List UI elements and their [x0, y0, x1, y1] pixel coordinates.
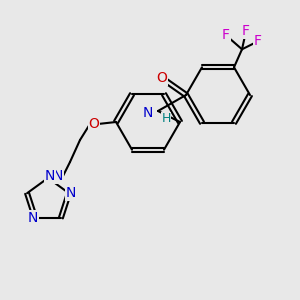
Text: N: N [142, 106, 153, 120]
Text: F: F [242, 24, 250, 38]
Text: H: H [161, 112, 171, 125]
Text: N: N [45, 169, 55, 183]
Text: O: O [88, 117, 99, 131]
Text: N: N [66, 186, 76, 200]
Text: N: N [53, 169, 63, 183]
Text: F: F [254, 34, 262, 48]
Text: F: F [222, 28, 230, 42]
Text: N: N [28, 211, 38, 225]
Text: O: O [157, 71, 167, 85]
